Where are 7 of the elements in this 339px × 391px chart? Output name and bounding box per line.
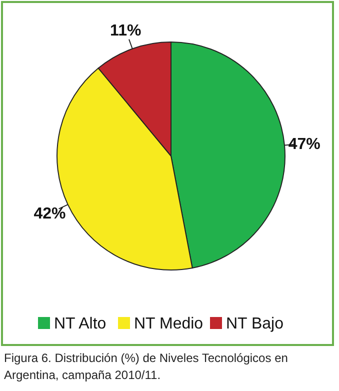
- data-label: 11%: [110, 22, 142, 40]
- data-label: 47%: [288, 136, 320, 153]
- text: Figura 6. Distribución (%) de Niveles Tecnológicos en Argentina, campaña 2010/11.: [4, 351, 288, 382]
- data-label: 42%: [34, 206, 66, 223]
- legend-label: NT Alto: [54, 316, 106, 333]
- legend-label: NT Bajo: [226, 316, 284, 333]
- legend-label: NT Medio: [134, 316, 204, 333]
